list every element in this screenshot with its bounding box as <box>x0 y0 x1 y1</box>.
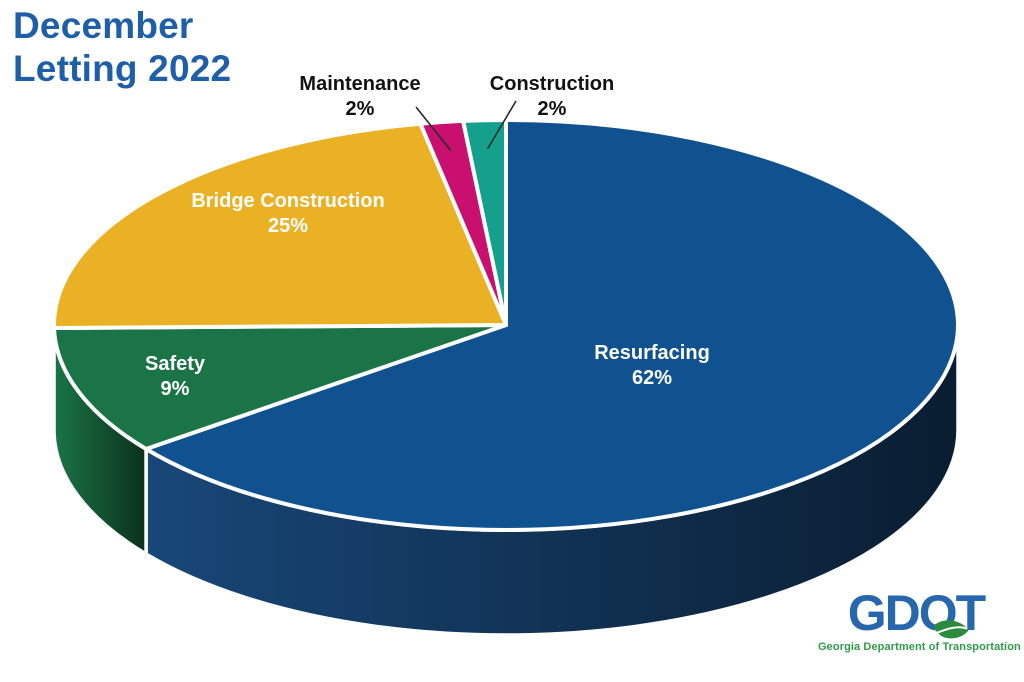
gdot-letter-o: O <box>919 588 969 639</box>
slice-percent: 2% <box>537 98 567 120</box>
leader-line-maintenance <box>415 106 452 151</box>
gdot-wordmark: GDO T <box>818 585 1014 641</box>
pie-slice-safety <box>52 323 508 451</box>
chart-title-line1: December <box>13 5 194 46</box>
gdot-tagline: Georgia Department of Transportation <box>818 641 1021 653</box>
slice-name: Construction <box>489 73 615 95</box>
chart-title-line2: Letting 2022 <box>13 47 232 89</box>
label-resurfacing: Resurfacing 62% <box>594 341 710 391</box>
pie-slice-resurfacing <box>144 118 960 532</box>
slice-percent: 2% <box>345 98 375 120</box>
label-construction: Construction 2% <box>490 72 614 122</box>
gdot-letters-gd: GD <box>847 585 921 641</box>
gdot-logo: GDO T Georgia Department of Transportatio… <box>818 585 1021 653</box>
slice-percent: 9% <box>160 378 190 400</box>
slice-name: Resurfacing <box>594 342 710 364</box>
slice-percent: 25% <box>267 215 309 237</box>
label-maintenance: Maintenance 2% <box>299 72 420 122</box>
pie-slice-construction <box>461 118 508 327</box>
chart-title: December Letting 2022 <box>13 5 231 91</box>
label-safety: Safety 9% <box>145 352 205 402</box>
slice-name: Safety <box>144 353 206 375</box>
leaf-icon <box>933 620 969 639</box>
pie-slice-bridge-construction <box>52 121 508 331</box>
slice-percent: 62% <box>631 367 673 389</box>
slice-name: Maintenance <box>299 73 421 95</box>
slice-name: Bridge Construction <box>191 190 385 212</box>
label-bridge-construction: Bridge Construction 25% <box>191 189 384 239</box>
leader-line-construction <box>486 100 517 150</box>
